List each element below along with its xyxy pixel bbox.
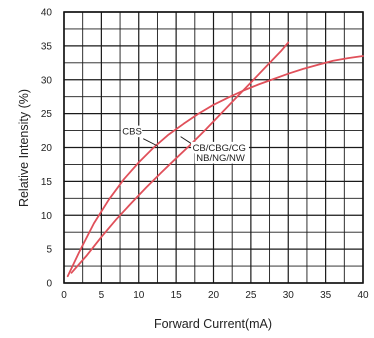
x-tick-label: 5	[99, 290, 105, 301]
y-tick-label: 25	[41, 109, 53, 120]
annotation-bg	[194, 152, 247, 164]
x-tick-label: 0	[61, 290, 67, 301]
x-tick-label: 35	[320, 290, 332, 301]
annotation-bg	[191, 141, 249, 154]
grid	[63, 11, 364, 284]
x-axis-title: Forward Current(mA)	[154, 317, 272, 331]
y-axis-title: Relative Intensity (%)	[17, 89, 31, 207]
x-tick-label: 20	[208, 290, 220, 301]
plot-frame	[63, 11, 364, 284]
annotation-bg	[120, 125, 143, 138]
y-tick-label: 35	[41, 41, 53, 52]
annotation-leader	[143, 138, 157, 146]
x-tick-label: 30	[283, 290, 295, 301]
series-line	[66, 55, 364, 278]
x-tick-label: 25	[245, 290, 257, 301]
y-tick-label: 0	[46, 279, 52, 290]
annotation-label: CBS	[122, 127, 142, 138]
annotation-label: NB/NG/NW	[196, 153, 245, 164]
y-tick-label: 30	[41, 75, 53, 86]
x-tick-label: 10	[133, 290, 145, 301]
y-tick-label: 20	[41, 143, 53, 154]
x-tick-label: 40	[357, 290, 369, 301]
annotation-label: CB/CBG/CG	[193, 143, 246, 154]
series-line	[70, 41, 290, 274]
y-tick-label: 10	[41, 211, 53, 222]
y-tick-label: 15	[41, 177, 53, 188]
annotation-leaders	[143, 136, 192, 146]
series-group	[66, 41, 364, 278]
tick-labels: 0 5 10 15 20 25 30 35 40 0 5 10 15 20 25 30 35 40	[41, 8, 369, 302]
annotation-leader	[180, 136, 192, 144]
x-tick-label: 15	[171, 290, 183, 301]
y-tick-label: 5	[46, 245, 52, 256]
y-tick-label: 40	[41, 8, 53, 19]
